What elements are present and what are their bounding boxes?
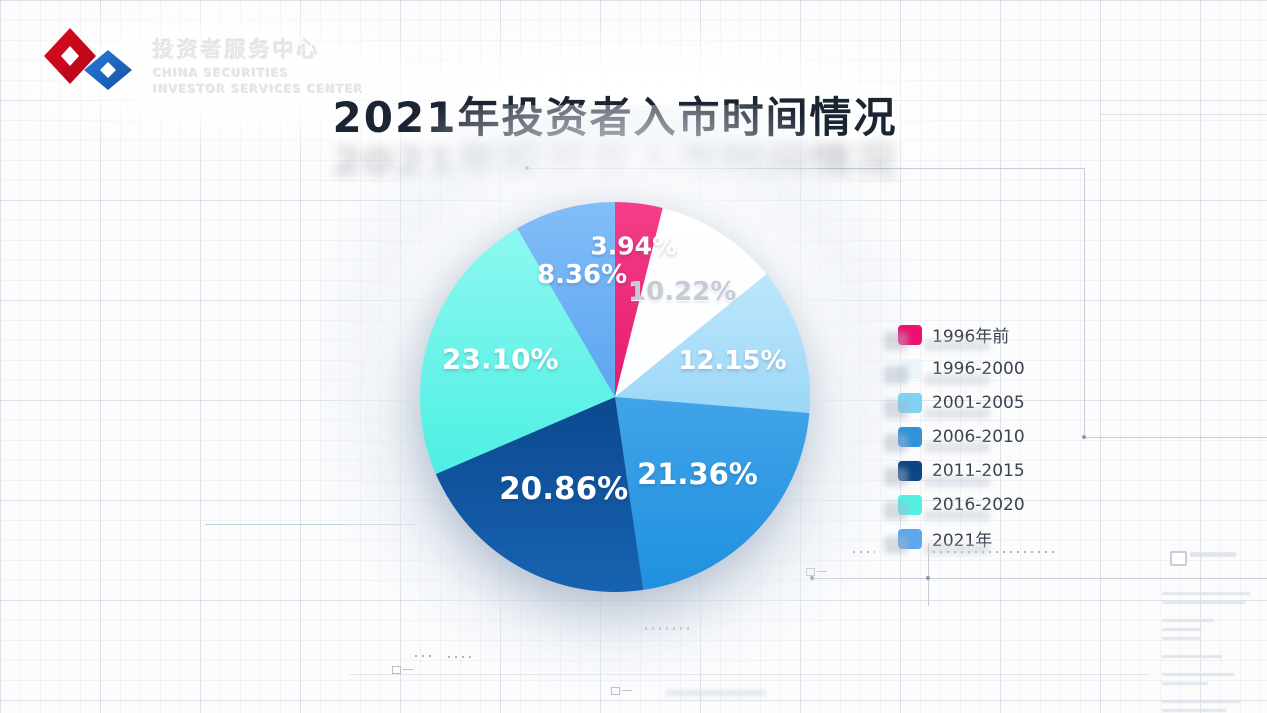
decor-line — [1084, 437, 1267, 438]
csisc-logo-icon — [44, 28, 132, 90]
decor-dotted-line — [933, 551, 1058, 553]
legend-label: 2011-2015 — [932, 460, 1025, 481]
legend-label: 2001-2005 — [932, 392, 1025, 413]
legend-ghost — [884, 468, 908, 486]
legend-label: 1996-2000 — [932, 358, 1025, 379]
legend-item: 2021年 — [884, 528, 1025, 555]
legend-item: 2016-2020 — [884, 494, 1025, 521]
legend-item: 2001-2005 — [884, 392, 1025, 419]
chart-legend: 1996年前 1996-2000 2001-2005 2006-2010 2011-20… — [884, 324, 1025, 562]
pie-chart: 3.94% 10.22% 12.15% 21.36% 20.86% 23.10% 8.36% — [365, 147, 865, 647]
legend-ghost — [884, 502, 908, 520]
legend-swatch — [898, 392, 922, 413]
legend-item: 1996年前 — [884, 324, 1025, 351]
decor-line — [1084, 168, 1085, 437]
pie-slice-2006-2010 — [615, 397, 810, 590]
legend-item: 2011-2015 — [884, 460, 1025, 487]
spec-text-block — [1190, 552, 1267, 563]
pie-chart-svg — [419, 202, 811, 592]
decor-line — [1100, 114, 1267, 115]
legend-ghost — [924, 374, 990, 385]
legend-ghost — [884, 332, 908, 350]
pie-slice-2001-2005 — [615, 274, 811, 414]
legend-item: 1996-2000 — [884, 358, 1025, 385]
pie-slice-1996-2000 — [615, 207, 767, 397]
legend-swatch — [898, 358, 922, 379]
legend-label: 2016-2020 — [932, 494, 1025, 515]
legend-swatch — [898, 528, 922, 549]
decor-line — [928, 543, 929, 606]
legend-ghost — [924, 408, 990, 419]
legend-ghost — [884, 400, 908, 418]
legend-ghost — [884, 434, 908, 452]
legend-swatch — [898, 494, 922, 515]
legend-swatch — [898, 460, 922, 481]
legend-swatch — [898, 324, 922, 345]
logo-subtitle: CHINA SECURITIES — [153, 66, 290, 80]
legend-item: 2006-2010 — [884, 426, 1025, 453]
pie-slice-2016-2020 — [419, 228, 615, 475]
legend-ghost — [924, 544, 990, 555]
spec-text-block — [1162, 592, 1267, 713]
checkbox-icon — [1170, 551, 1187, 566]
legend-ghost — [924, 510, 990, 521]
brand-logo: 投资者服务中心 CHINA SECURITIES INVESTOR SERVIC… — [42, 26, 364, 96]
legend-ghost — [924, 442, 990, 453]
pie-slice-2021年 — [517, 202, 615, 397]
legend-ghost — [884, 366, 908, 384]
decor-dot — [926, 576, 930, 580]
legend-ghost — [884, 536, 908, 554]
legend-ghost — [924, 476, 990, 487]
legend-label: 2006-2010 — [932, 426, 1025, 447]
decor-line — [205, 524, 415, 525]
legend-swatch — [898, 426, 922, 447]
pie-slice-1996年前 — [615, 202, 663, 397]
decor-dot — [1082, 435, 1086, 439]
logo-subtitle: INVESTOR SERVICES CENTER — [153, 82, 364, 96]
pie-slice-2011-2015 — [435, 397, 644, 592]
legend-ghost — [924, 340, 990, 351]
logo-title: 投资者服务中心 — [153, 38, 321, 62]
decor-line — [812, 578, 1267, 579]
